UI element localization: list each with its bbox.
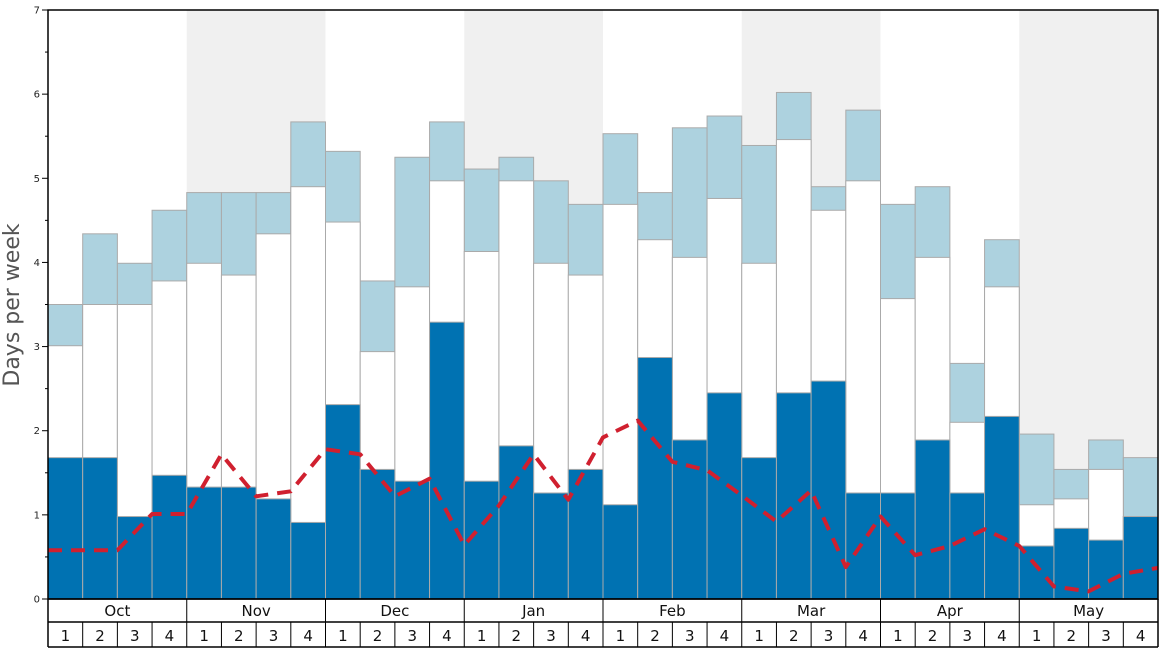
dark-bar [255, 498, 292, 600]
week-label: 2 [373, 627, 383, 645]
week-label: 4 [303, 627, 313, 645]
month-label-jan: Jan [521, 602, 545, 620]
month-label-feb: Feb [659, 602, 686, 620]
trend-line-path [48, 418, 1159, 594]
y-axis-title: Days per week [0, 223, 25, 386]
month-label-oct: Oct [104, 602, 130, 620]
dark-bar [949, 492, 986, 600]
dark-bar [429, 321, 465, 600]
week-label: 3 [824, 627, 834, 645]
week-label: 2 [1067, 627, 1077, 645]
week-label: 4 [1136, 627, 1146, 645]
y-tick-label: 4 [34, 258, 40, 269]
dark-bar [984, 415, 1020, 600]
y-tick-label: 5 [34, 174, 40, 185]
week-label: 4 [165, 627, 175, 645]
dark-bar [82, 457, 118, 600]
month-label-may: May [1073, 602, 1104, 620]
month-label-dec: Dec [380, 602, 409, 620]
week-label: 2 [234, 627, 244, 645]
week-label: 3 [407, 627, 417, 645]
dark-bar [810, 380, 847, 600]
dark-bar [880, 492, 916, 600]
dark-bar [706, 392, 743, 600]
dark-bar [290, 521, 326, 600]
week-label: 3 [685, 627, 695, 645]
x-axis-labels: Oct Nov Dec Jan Feb Mar Apr May 1 2 3 4 1 2 3 4 1 2 3 4 1 2 3 4… [47, 598, 1159, 648]
week-label: 1 [477, 627, 487, 645]
week-label: 3 [130, 627, 140, 645]
week-label: 4 [997, 627, 1007, 645]
week-label: 2 [95, 627, 105, 645]
dark-bar [1018, 545, 1055, 600]
week-label: 1 [1032, 627, 1042, 645]
dark-bar [567, 468, 604, 600]
week-label: 4 [858, 627, 868, 645]
week-label: 2 [650, 627, 660, 645]
y-tick-label: 7 [34, 6, 40, 17]
dark-bar [325, 404, 361, 600]
y-tick-label: 0 [34, 595, 40, 606]
week-label: 3 [1101, 627, 1111, 645]
week-label: 4 [720, 627, 730, 645]
dark-bar [498, 445, 535, 600]
dark-bar [602, 504, 639, 600]
week-label: 2 [928, 627, 938, 645]
week-label: 1 [616, 627, 626, 645]
dark-bar [1122, 516, 1159, 600]
week-label: 4 [581, 627, 591, 645]
dark-bar [151, 474, 188, 600]
week-label: 3 [962, 627, 972, 645]
week-label: 2 [512, 627, 522, 645]
bars [47, 91, 1159, 600]
dark-bar [637, 357, 673, 600]
y-tick-label: 6 [34, 90, 40, 101]
dark-bar [116, 516, 153, 600]
month-label-mar: Mar [797, 602, 826, 620]
dark-bar [47, 457, 84, 600]
y-tick-label: 1 [34, 510, 40, 521]
dark-bar [845, 492, 881, 600]
trend-line [48, 418, 1159, 594]
week-label: 4 [442, 627, 452, 645]
y-tick-label: 3 [34, 342, 40, 353]
dark-bar [533, 492, 569, 600]
week-label: 1 [893, 627, 903, 645]
month-label-nov: Nov [241, 602, 270, 620]
week-label: 1 [61, 627, 71, 645]
dark-bar [220, 486, 257, 600]
week-label: 3 [546, 627, 556, 645]
dark-bar [671, 439, 708, 600]
dark-bar [741, 457, 777, 600]
week-label: 1 [199, 627, 209, 645]
week-label: 1 [338, 627, 348, 645]
dark-bar [914, 439, 951, 600]
week-label: 2 [789, 627, 799, 645]
week-label: 1 [754, 627, 764, 645]
month-label-apr: Apr [937, 602, 964, 620]
dark-bar [394, 480, 431, 600]
week-label: 3 [269, 627, 279, 645]
y-tick-label: 2 [34, 426, 40, 437]
